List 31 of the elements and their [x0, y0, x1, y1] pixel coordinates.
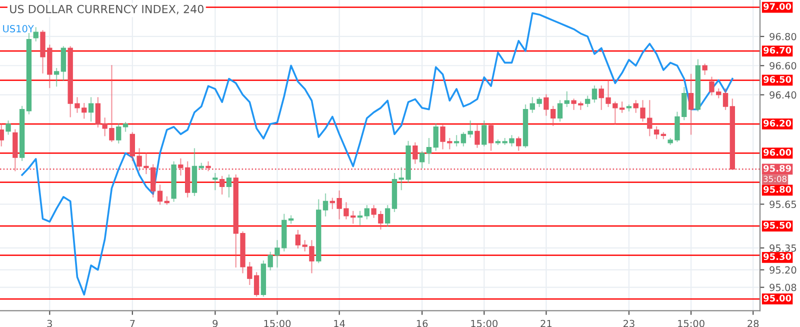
ref-line-label: 96.50 [764, 76, 792, 83]
text: 35:08 [764, 176, 786, 182]
text: US10Y [3, 25, 34, 32]
ref-line-label: 95.30 [764, 253, 792, 260]
ref-line-label: 95.80 [764, 186, 792, 193]
y-tick-label: 95.20 [770, 266, 796, 274]
x-tick-label: 9 [212, 320, 218, 327]
ref-line-label: 96.00 [764, 148, 792, 156]
y-tick-label: 96.60 [770, 62, 796, 70]
ref-line-label: 95.50 [764, 222, 792, 229]
x-tick-label: 28 [748, 320, 759, 327]
ref-line-label: 95.00 [764, 294, 792, 302]
x-tick-label: 15:00 [471, 320, 498, 327]
x-tick-label: 23 [623, 320, 634, 327]
x-tick-label: 7 [130, 320, 135, 327]
ref-line-label: 96.20 [764, 120, 792, 127]
ref-line-label: 96.70 [764, 46, 792, 54]
y-tick-label: 95.65 [770, 200, 796, 208]
x-tick-label: 16 [416, 320, 428, 327]
y-tick-label: 96.40 [770, 91, 796, 99]
chart-title: US DOLLAR CURRENCY INDEX, 240 [10, 4, 204, 14]
x-tick-label: 14 [334, 320, 345, 327]
y-tick-label: 96.80 [770, 32, 796, 40]
x-tick-label: 3 [47, 320, 52, 327]
x-tick-label: 15:00 [678, 320, 704, 327]
y-tick-label: 95.08 [770, 284, 796, 292]
y-tick-label: 95.35 [770, 244, 796, 252]
x-tick-label: 15:00 [264, 320, 291, 327]
ref-line-label: 95.89 [764, 164, 792, 172]
x-tick-label: 21 [540, 320, 552, 327]
ref-line-label: 97.00 [764, 3, 792, 10]
